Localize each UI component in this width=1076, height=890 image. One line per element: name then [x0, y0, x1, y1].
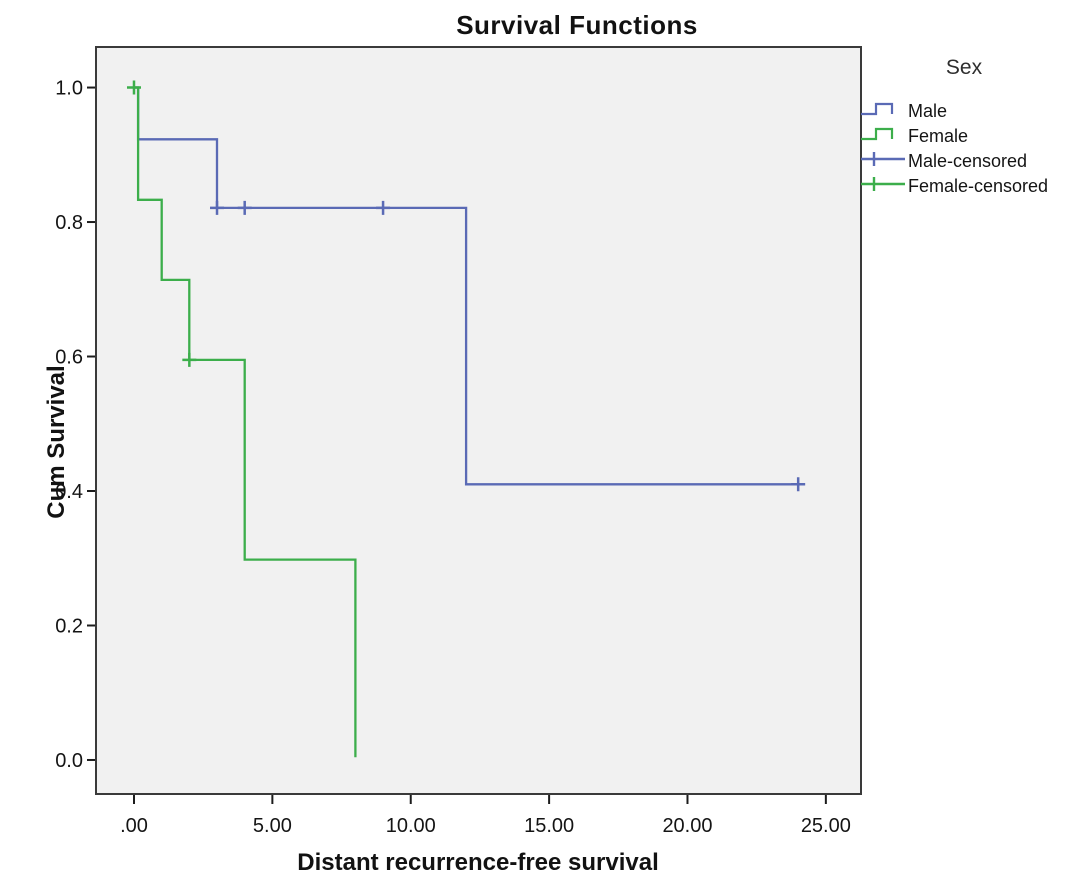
- male-censored-mark: [376, 200, 391, 215]
- step-glyph-path: [861, 127, 894, 141]
- female-step-line-icon: [860, 123, 906, 150]
- censored-glyph-path: [861, 177, 905, 191]
- step-glyph-icon: [861, 102, 894, 116]
- plot-area: [95, 46, 862, 795]
- male-censored-mark: [791, 477, 806, 492]
- y-tick-label: 0.2: [55, 615, 83, 637]
- chart-title: Survival Functions: [456, 10, 698, 40]
- legend-item-male: Male: [860, 99, 1048, 124]
- legend-item-label: Male-censored: [908, 151, 1028, 171]
- y-tick-label: 0.6: [55, 347, 83, 369]
- y-tick-label: 0.4: [55, 481, 83, 503]
- x-tick-label: 25.00: [801, 815, 851, 837]
- male-step-line-icon: [860, 98, 906, 125]
- x-tick-label: 15.00: [524, 815, 574, 837]
- x-tick-label: 20.00: [662, 815, 712, 837]
- x-tick-label: .00: [120, 815, 148, 837]
- legend-item-female-censored: Female-censored: [860, 174, 1048, 199]
- female-censored-mark: [126, 80, 141, 95]
- censored-glyph-path: [861, 152, 905, 166]
- legend-title: Sex: [945, 56, 983, 79]
- x-tick-label: 5.00: [253, 815, 292, 837]
- legend-item-label: Male: [908, 101, 948, 121]
- female-censored-mark: [182, 352, 197, 367]
- y-tick-label: 1.0: [55, 78, 83, 100]
- censored-glyph-icon: [861, 152, 905, 166]
- step-glyph-path: [861, 102, 894, 116]
- male-censored-plus-icon: [860, 148, 906, 175]
- legend-item-label: Female: [908, 126, 969, 146]
- censored-glyph-icon: [861, 177, 905, 191]
- x-axis-title: Distant recurrence-free survival: [297, 849, 659, 876]
- step-glyph-icon: [861, 127, 894, 141]
- x-tick-label: 10.00: [386, 815, 436, 837]
- legend-item-female: Female: [860, 124, 1048, 149]
- male-censored-mark: [237, 200, 252, 215]
- legend-item-male-censored: Male-censored: [860, 149, 1048, 174]
- female-censored-plus-icon: [860, 173, 906, 200]
- legend: Male Female Male-censored Female-censore…: [860, 99, 1048, 199]
- male-censored-mark: [210, 200, 225, 215]
- legend-item-label: Female-censored: [908, 176, 1049, 196]
- y-tick-label: 0.0: [55, 750, 83, 772]
- female-survival-curve: [134, 86, 357, 758]
- y-tick-label: 0.8: [55, 212, 83, 234]
- y-axis-title: Cum Survival: [43, 365, 70, 519]
